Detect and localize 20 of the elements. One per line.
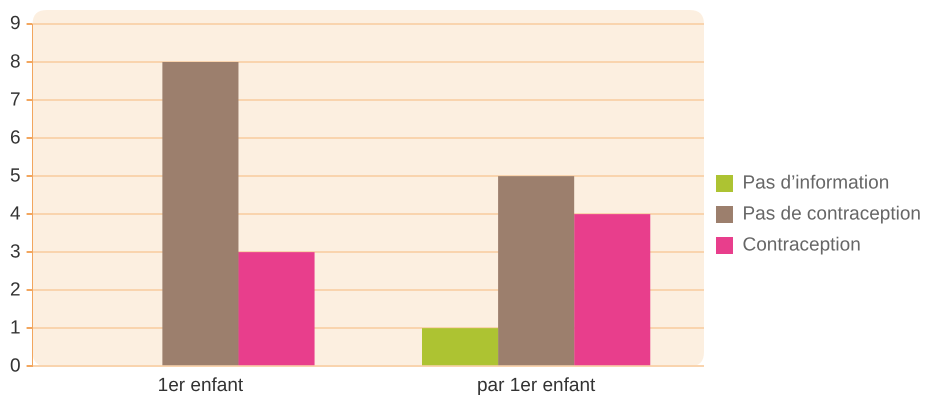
- y-tick-label: 8: [10, 51, 21, 72]
- bar: [422, 328, 498, 366]
- y-tick-label: 7: [10, 89, 21, 110]
- bar: [238, 252, 315, 366]
- bar: [574, 214, 650, 366]
- y-tick-label: 0: [10, 355, 21, 376]
- y-tick-label: 1: [10, 317, 21, 338]
- legend-label: Contraception: [742, 234, 861, 256]
- y-tick-label: 4: [10, 203, 21, 224]
- x-tick-label: par 1er enfant: [476, 374, 596, 396]
- y-tick-label: 5: [10, 165, 21, 186]
- y-tick-label: 6: [10, 127, 21, 148]
- y-tick-label: 2: [10, 279, 21, 300]
- bar: [162, 62, 238, 366]
- x-tick-label: 1er enfant: [158, 374, 244, 396]
- legend-label: Pas d’information: [742, 172, 890, 194]
- legend-label: Pas de contraception: [742, 204, 922, 225]
- y-tick-label: 3: [10, 241, 21, 262]
- y-tick-label: 9: [10, 13, 21, 34]
- bar: [498, 176, 574, 366]
